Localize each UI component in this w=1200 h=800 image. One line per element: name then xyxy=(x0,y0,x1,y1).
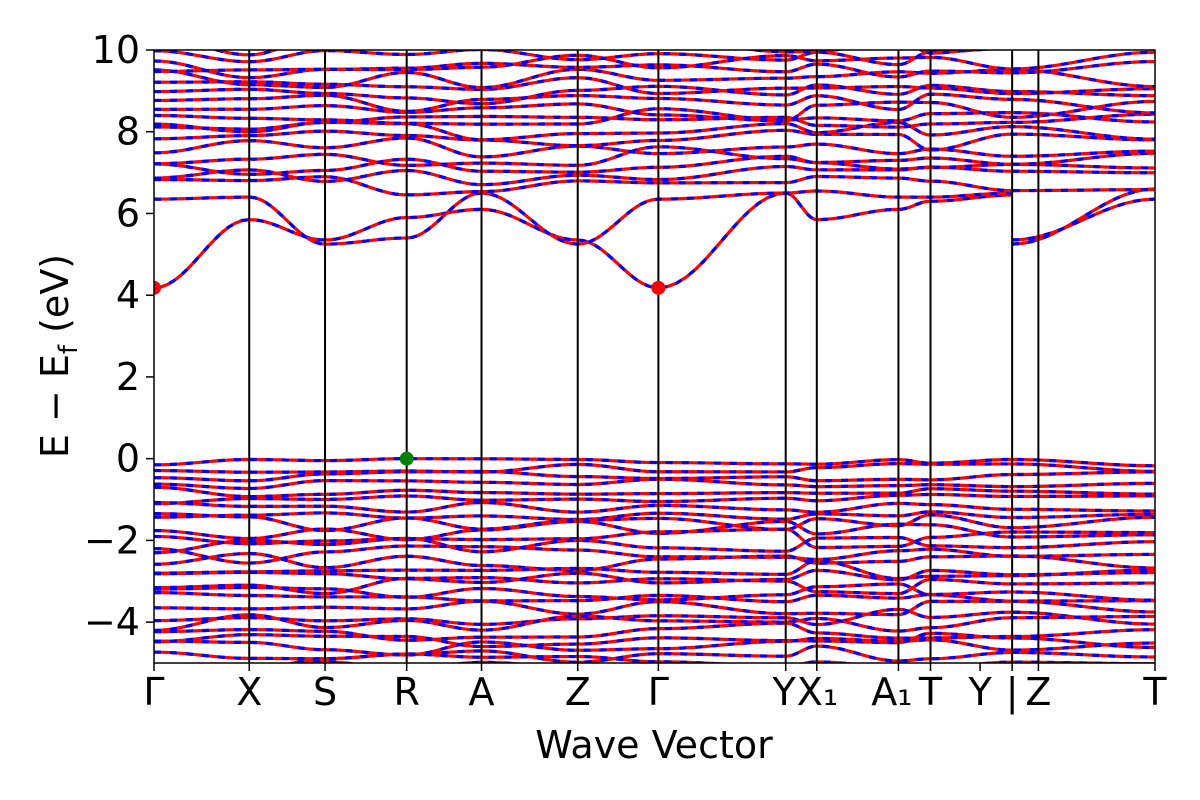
high-symmetry-lines xyxy=(248,50,1040,663)
x-tick-label: X xyxy=(236,670,262,714)
y-axis-title-unit: (eV) xyxy=(33,254,77,345)
x-tick-label: S xyxy=(313,670,337,714)
cbm-marker xyxy=(154,280,161,295)
plot-frame xyxy=(153,49,1156,664)
x-tick-label: Z xyxy=(1025,670,1051,714)
x-tick-label: Y xyxy=(967,670,992,714)
conduction-band-second-0-blue xyxy=(154,189,1013,246)
x-tick-label: T xyxy=(1142,670,1167,714)
x-tick-label: Z xyxy=(565,670,591,714)
extrema-markers xyxy=(154,280,666,466)
vbm-marker xyxy=(399,451,414,466)
x-axis-title: Wave Vector xyxy=(535,723,773,767)
x-tick-label: | xyxy=(1006,670,1019,715)
y-tick-label: 2 xyxy=(116,355,140,399)
y-axis-title: E − Ef (eV) xyxy=(33,254,84,458)
y-axis-title-subscript: f xyxy=(54,344,84,354)
x-tick-label: A xyxy=(469,670,495,714)
y-tick-label: 10 xyxy=(92,28,140,72)
y-tick-label: 4 xyxy=(116,273,140,317)
y-axis-title-main: E − E xyxy=(33,354,77,458)
x-tick-label: R xyxy=(393,670,419,714)
x-tick-label: X₁ xyxy=(797,670,838,714)
x-tick-label: T xyxy=(918,670,943,714)
y-tick-label: 0 xyxy=(116,437,140,481)
y-tick-label: −4 xyxy=(84,600,140,644)
x-axis-ticks: Γ X S R A Z Γ Y X₁ A₁ T Y | Z T xyxy=(143,663,1167,715)
x-tick-label: Γ xyxy=(143,670,164,714)
x-tick-label: A₁ xyxy=(871,670,912,714)
x-tick-label: Γ xyxy=(648,670,669,714)
conduction-band-second-1-blue xyxy=(1011,187,1155,246)
cbm-marker xyxy=(651,280,666,295)
y-tick-label: 6 xyxy=(116,191,140,235)
y-tick-label: 8 xyxy=(116,110,140,154)
conduction-band-lowest-1-red xyxy=(1012,197,1155,242)
conduction-band-lowest-0-blue xyxy=(154,191,1013,290)
y-tick-label: −2 xyxy=(84,518,140,562)
x-tick-label: Y xyxy=(771,670,796,714)
y-axis-ticks: −4 −2 0 2 4 6 8 10 xyxy=(84,28,154,644)
